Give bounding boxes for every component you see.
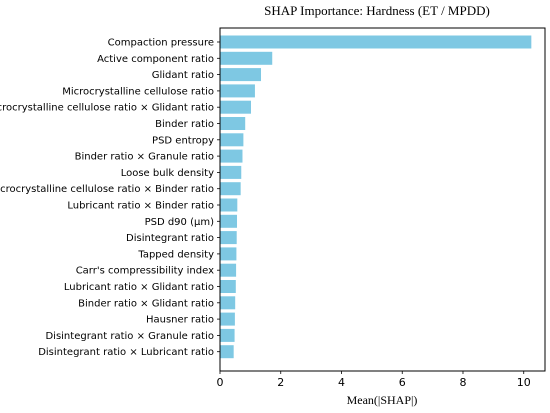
bar (220, 328, 235, 342)
y-tick-label: Binder ratio (155, 119, 214, 130)
bar (220, 247, 237, 261)
y-tick-labels: Compaction pressure Active component rati… (0, 38, 220, 358)
y-tick-label: Disintegrant ratio (126, 233, 214, 244)
bar (220, 198, 238, 212)
bar (220, 149, 243, 163)
y-tick-label: Disintegrant ratio × Granule ratio (45, 331, 214, 342)
y-tick-label: Microcrystalline cellulose ratio × Glida… (0, 103, 214, 114)
bar (220, 231, 237, 245)
y-tick-label: Carr's compressibility index (76, 266, 214, 277)
chart-title: SHAP Importance: Hardness (ET / MPDD) (264, 3, 490, 18)
bar (220, 263, 237, 277)
bar (220, 280, 236, 293)
bar (220, 296, 236, 310)
y-tick-label: Lubricant ratio × Glidant ratio (64, 282, 214, 293)
y-tick-label: Hausner ratio (146, 315, 214, 326)
bar (220, 133, 244, 147)
x-axis-label: Mean(|SHAP|) (347, 393, 418, 407)
y-tick-label: Tapped density (137, 249, 214, 260)
x-tick-label: 4 (338, 376, 345, 389)
y-tick-label: Microcrystalline cellulose ratio (62, 86, 214, 97)
x-tick-labels: 0 2 4 6 8 10 (217, 371, 531, 389)
bar (220, 312, 235, 326)
bar (220, 68, 262, 82)
y-tick-label: Lubricant ratio × Binder ratio (67, 201, 214, 212)
y-tick-label: Disintegrant ratio × Lubricant ratio (38, 347, 214, 358)
y-tick-label: Binder ratio × Glidant ratio (78, 298, 214, 309)
bar (220, 182, 241, 196)
y-tick-label: Active component ratio (97, 54, 214, 65)
bar (220, 51, 273, 65)
bar (220, 117, 246, 130)
bar (220, 165, 242, 179)
x-tick-label: 10 (517, 376, 531, 389)
bar (220, 100, 251, 114)
y-tick-label: PSD entropy (152, 135, 214, 146)
plot-frame (219, 27, 546, 372)
x-tick-label: 6 (399, 376, 406, 389)
y-tick-label: Compaction pressure (108, 38, 214, 49)
x-tick-label: 8 (459, 376, 466, 389)
y-tick-label: Microcrystalline cellulose ratio × Binde… (0, 184, 214, 195)
x-tick-label: 2 (277, 376, 284, 389)
bar (220, 84, 255, 98)
x-tick-label: 0 (217, 376, 224, 389)
bar (220, 214, 238, 228)
y-tick-label: Glidant ratio (152, 70, 214, 81)
bar (220, 345, 234, 359)
bar (220, 35, 532, 49)
y-tick-label: PSD d90 (μm) (145, 217, 215, 228)
bars-group (220, 35, 532, 359)
y-tick-label: Binder ratio × Granule ratio (75, 152, 214, 163)
y-tick-label: Loose bulk density (121, 168, 214, 179)
